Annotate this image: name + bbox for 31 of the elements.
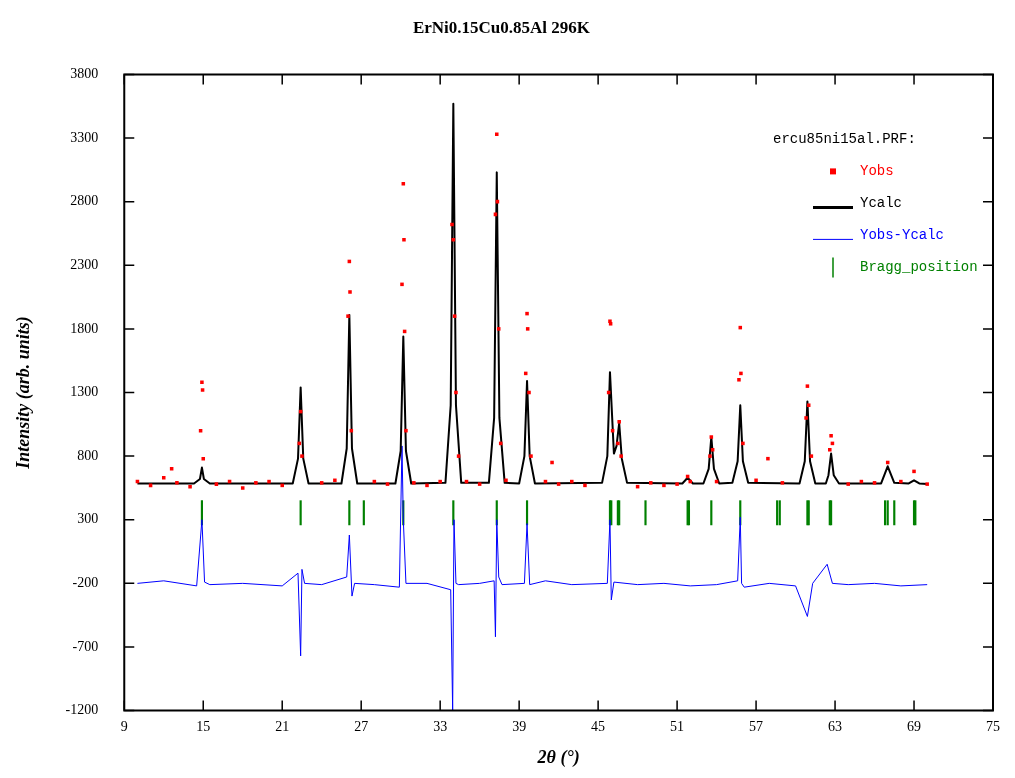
y-axis-title: Intensity (arb. units) [13,316,35,470]
x-tick-label: 57 [749,718,764,734]
x-tick-label: 69 [907,718,922,734]
y-tick-label: 3300 [70,129,99,145]
y-tick-label: -200 [72,575,99,591]
legend-label: Yobs-Ycalc [860,227,945,244]
x-tick-label: 75 [986,718,1000,734]
x-tick-label: 63 [828,718,843,734]
y-tick-label: 1800 [70,320,99,336]
y-tick-label: -1200 [65,702,99,718]
x-tick-label: 39 [512,718,527,734]
x-tick-label: 27 [354,718,369,734]
x-tick-label: 51 [670,718,685,734]
x-tick-label: 15 [196,718,211,734]
x-tick-label: 33 [433,718,448,734]
x-tick-label: 45 [591,718,606,734]
y-tick-label: 2300 [70,256,99,272]
x-tick-label: 9 [120,718,128,734]
y-tick-label: 2800 [70,193,99,209]
y-tick-label: 300 [77,511,99,527]
legend-label: Ycalc [860,195,903,212]
x-axis-title: 2θ (°) [536,746,580,768]
y-tick-label: 1300 [70,384,99,400]
legend-label: Yobs [860,163,894,180]
legend-title: ercu85ni15al.PRF: [773,131,916,148]
legend-label: Bragg_position [860,259,978,276]
x-tick-label: 21 [275,718,290,734]
y-tick-label: 3800 [70,66,99,82]
chart-title: ErNi0.15Cu0.85Al 296K [412,17,591,37]
y-tick-label: -700 [72,638,99,654]
y-tick-label: 800 [77,447,99,463]
